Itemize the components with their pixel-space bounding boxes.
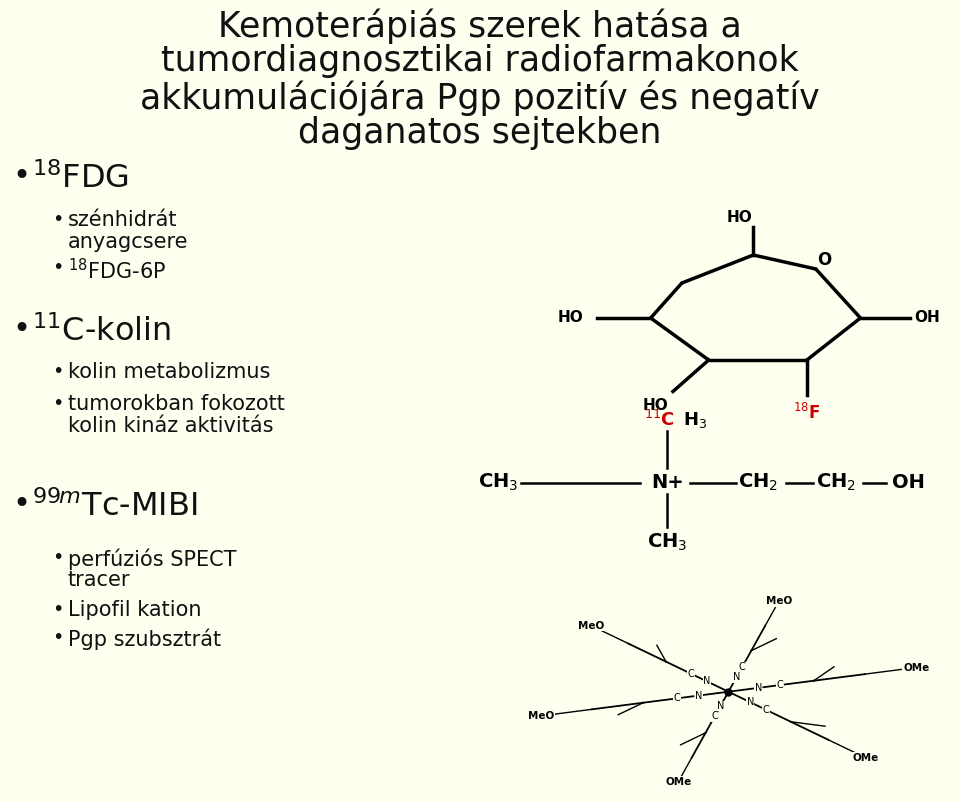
Text: C: C [674,693,681,703]
Text: C: C [762,705,769,715]
Text: N: N [732,672,740,683]
Text: MeO: MeO [766,597,792,606]
Text: $^{11}$C-kolin: $^{11}$C-kolin [32,315,171,348]
Text: kolin kináz aktivitás: kolin kináz aktivitás [68,416,274,436]
Text: tumordiagnosztikai radiofarmakonok: tumordiagnosztikai radiofarmakonok [161,44,799,78]
Text: O: O [818,251,832,269]
Text: C: C [711,711,718,721]
Text: C: C [777,680,783,691]
Text: •: • [52,628,63,647]
Text: MeO: MeO [578,621,604,630]
Text: •: • [52,362,63,381]
Text: N: N [755,683,762,693]
Text: szénhidrát: szénhidrát [68,210,178,230]
Text: Lipofil kation: Lipofil kation [68,600,202,620]
Text: $^{99m}$Tc-MIBI: $^{99m}$Tc-MIBI [32,490,198,523]
Text: N: N [695,691,703,701]
Text: Kemoterápiás szerek hatása a: Kemoterápiás szerek hatása a [218,8,742,43]
Text: HO: HO [642,398,668,413]
Text: •: • [52,600,63,619]
Text: C: C [687,669,694,678]
Text: anyagcsere: anyagcsere [68,232,188,252]
Text: •: • [52,394,63,413]
Text: OH: OH [893,473,925,492]
Text: N+: N+ [651,473,684,492]
Text: •: • [52,210,63,229]
Text: OMe: OMe [665,777,691,787]
Text: akkumulációjára Pgp pozitív és negatív: akkumulációjára Pgp pozitív és negatív [140,80,820,115]
Text: OH: OH [915,310,940,326]
Text: HO: HO [727,210,753,225]
Text: •: • [52,548,63,567]
Text: OMe: OMe [903,662,929,673]
Text: tumorokban fokozott: tumorokban fokozott [68,394,285,414]
Text: kolin metabolizmus: kolin metabolizmus [68,362,271,382]
Text: HO: HO [558,310,583,326]
Text: •: • [12,315,30,344]
Text: CH$_3$: CH$_3$ [647,531,687,553]
Text: OMe: OMe [852,753,879,763]
Text: MeO: MeO [528,711,554,721]
Text: CH$_2$: CH$_2$ [738,472,779,493]
Text: $^{18}$F: $^{18}$F [793,403,821,423]
Text: daganatos sejtekben: daganatos sejtekben [299,116,661,150]
Text: $^{11}$C: $^{11}$C [644,410,675,430]
Text: H$_3$: H$_3$ [684,410,708,430]
Text: N: N [747,697,754,707]
Text: Pgp szubsztrát: Pgp szubsztrát [68,628,221,650]
Text: CH$_3$: CH$_3$ [478,472,518,493]
Text: perfúziós SPECT: perfúziós SPECT [68,548,236,569]
Text: $^{18}$FDG: $^{18}$FDG [32,162,129,195]
Text: •: • [12,490,30,519]
Text: •: • [12,162,30,191]
Text: $^{18}$FDG-6P: $^{18}$FDG-6P [68,258,166,283]
Text: CH$_2$: CH$_2$ [816,472,856,493]
Text: N: N [703,676,710,687]
Text: C: C [739,662,746,672]
Text: •: • [52,258,63,277]
Text: tracer: tracer [68,570,131,590]
Text: N: N [717,701,724,711]
Text: •: • [727,687,733,697]
